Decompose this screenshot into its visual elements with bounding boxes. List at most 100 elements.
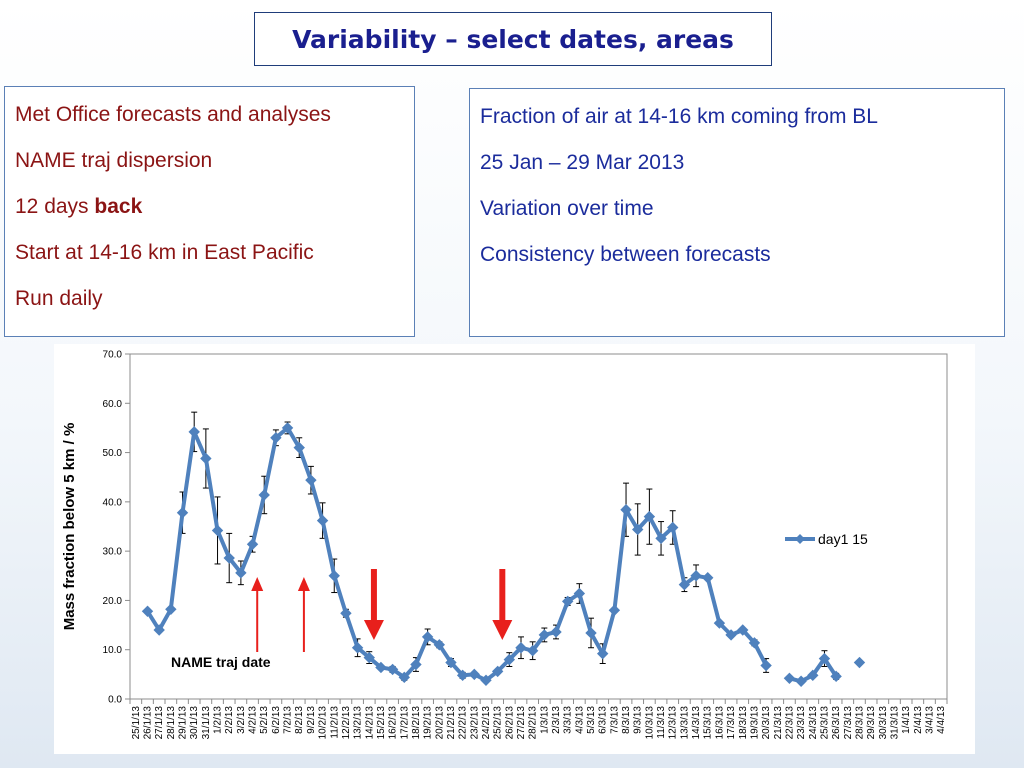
x-tick-label: 2/4/13 — [913, 706, 924, 734]
chart-area: 0.0 10.0 20.0 30.0 40.0 50.0 60.0 70.0 Mass frac… — [54, 344, 975, 754]
x-tick-label: 29/3/13 — [866, 706, 877, 740]
x-tick-label: 14/2/13 — [364, 706, 375, 740]
data-point-marker — [783, 672, 796, 685]
data-point-marker — [316, 514, 329, 527]
data-point-marker — [468, 668, 481, 681]
x-tick-label: 9/2/13 — [306, 706, 317, 734]
data-point-marker — [632, 523, 644, 536]
data-point-marker — [328, 570, 340, 582]
x-tick-label: 17/3/13 — [726, 706, 737, 740]
y-tick-label: 40.0 — [103, 497, 123, 508]
methods-line-3: 12 days back — [15, 193, 404, 221]
x-tick-label: 15/2/13 — [376, 706, 387, 740]
x-tick-label: 27/3/13 — [843, 706, 854, 740]
x-tick-label: 12/3/13 — [668, 706, 679, 740]
x-tick-label: 23/2/13 — [469, 706, 480, 740]
x-tick-label: 11/3/13 — [656, 706, 667, 739]
thin-arrow-head — [297, 577, 310, 591]
x-tick-label: 7/2/13 — [283, 706, 294, 734]
data-point-marker — [200, 452, 212, 465]
data-point-marker — [480, 674, 492, 686]
data-point-marker — [433, 639, 445, 651]
x-tick-label: 30/1/13 — [189, 706, 200, 740]
x-tick-label: 1/2/13 — [213, 706, 224, 734]
data-point-marker — [235, 567, 247, 579]
data-point-marker — [445, 656, 457, 669]
methods-line-1: Met Office forecasts and analyses — [15, 103, 331, 126]
x-tick-label: 28/2/13 — [528, 706, 539, 740]
x-tick-label: 12/2/13 — [341, 706, 352, 740]
data-point-marker — [737, 624, 749, 636]
x-tick-label: 28/3/13 — [854, 706, 865, 740]
data-point-marker — [340, 607, 352, 619]
x-tick-label: 13/3/13 — [679, 706, 690, 740]
x-tick-label: 22/2/13 — [458, 706, 469, 740]
x-tick-label: 1/4/13 — [901, 706, 912, 734]
data-point-marker — [503, 653, 516, 666]
x-tick-label: 21/2/13 — [446, 706, 457, 740]
x-tick-label: 29/1/13 — [178, 706, 189, 740]
x-tick-label: 16/3/13 — [714, 706, 725, 740]
x-tick-label: 28/1/13 — [166, 706, 177, 740]
methods-bold-word: back — [94, 195, 143, 218]
data-point-marker — [305, 474, 317, 486]
data-point-marker — [818, 652, 831, 665]
data-point-marker — [491, 665, 504, 678]
x-tick-label: 17/2/13 — [399, 706, 410, 740]
data-point-marker — [526, 644, 539, 657]
data-point-marker — [515, 642, 527, 654]
series-line-day1-15 — [145, 425, 768, 683]
data-point-marker — [456, 669, 469, 682]
methods-line-3-text: 12 days — [15, 195, 95, 218]
data-point-marker — [165, 603, 177, 616]
data-point-marker — [211, 524, 224, 537]
x-tick-label: 5/2/13 — [259, 706, 270, 734]
data-point-marker — [538, 629, 551, 641]
x-tick-label: 3/4/13 — [924, 706, 935, 734]
data-point-marker — [398, 671, 410, 684]
data-point-marker — [176, 506, 189, 519]
y-tick-label: 70.0 — [103, 350, 123, 361]
x-tick-label: 8/3/13 — [621, 706, 632, 734]
data-point-marker — [573, 587, 586, 600]
x-tick-label: 10/2/13 — [318, 706, 329, 740]
thick-arrow-head — [363, 620, 384, 640]
x-tick-label: 3/2/13 — [236, 706, 247, 734]
x-tick-label: 2/3/13 — [551, 706, 562, 734]
x-tick-label: 20/2/13 — [434, 706, 445, 740]
methods-line-4: Start at 14-16 km in East Pacific — [15, 241, 314, 264]
x-tick-label: 27/1/13 — [154, 706, 165, 740]
data-point-marker — [760, 659, 772, 672]
data-point-marker — [713, 617, 726, 629]
x-tick-label: 20/3/13 — [761, 706, 772, 740]
x-tick-label: 26/2/13 — [504, 706, 515, 740]
description-line-4: Consistency between forecasts — [480, 243, 771, 266]
data-point-marker — [830, 670, 842, 683]
data-point-marker — [853, 656, 866, 669]
data-point-marker — [351, 642, 364, 654]
data-point-marker — [386, 663, 399, 676]
x-tick-label: 4/3/13 — [574, 706, 585, 734]
data-point-marker — [678, 578, 691, 591]
x-tick-label: 4/4/13 — [936, 706, 947, 734]
x-tick-label: 22/3/13 — [784, 706, 795, 740]
x-tick-label: 15/3/13 — [703, 706, 714, 740]
description-line-1: Fraction of air at 14-16 km coming from … — [480, 105, 878, 128]
data-point-marker — [246, 538, 259, 550]
x-tick-label: 3/3/13 — [563, 706, 574, 734]
data-point-marker — [585, 627, 597, 639]
data-point-marker — [702, 572, 714, 584]
y-tick-label: 60.0 — [103, 399, 123, 410]
x-tick-label: 19/3/13 — [749, 706, 760, 740]
data-point-marker — [608, 604, 621, 616]
x-tick-label: 18/3/13 — [738, 706, 749, 740]
x-tick-label: 26/3/13 — [831, 706, 842, 740]
data-point-marker — [375, 661, 387, 674]
data-point-marker — [748, 637, 761, 649]
x-tick-label: 18/2/13 — [411, 706, 422, 740]
data-point-marker — [141, 605, 154, 617]
y-tick-label: 30.0 — [103, 547, 123, 558]
data-point-marker — [655, 532, 667, 545]
data-point-marker — [550, 626, 562, 638]
mass-fraction-chart: 0.0 10.0 20.0 30.0 40.0 50.0 60.0 70.0 Mass frac… — [61, 350, 948, 740]
